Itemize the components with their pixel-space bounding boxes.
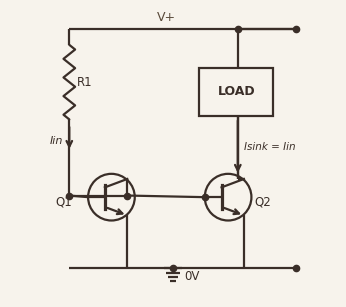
Text: R1: R1 [76,76,92,89]
Bar [199,68,273,116]
Text: Isink = Iin: Isink = Iin [244,142,295,152]
Text: V+: V+ [157,11,176,24]
Text: 0V: 0V [184,270,200,283]
Text: Iin: Iin [50,136,63,146]
Text: Q2: Q2 [254,196,271,208]
Text: Q1: Q1 [55,196,72,208]
Text: LOAD: LOAD [217,85,255,98]
